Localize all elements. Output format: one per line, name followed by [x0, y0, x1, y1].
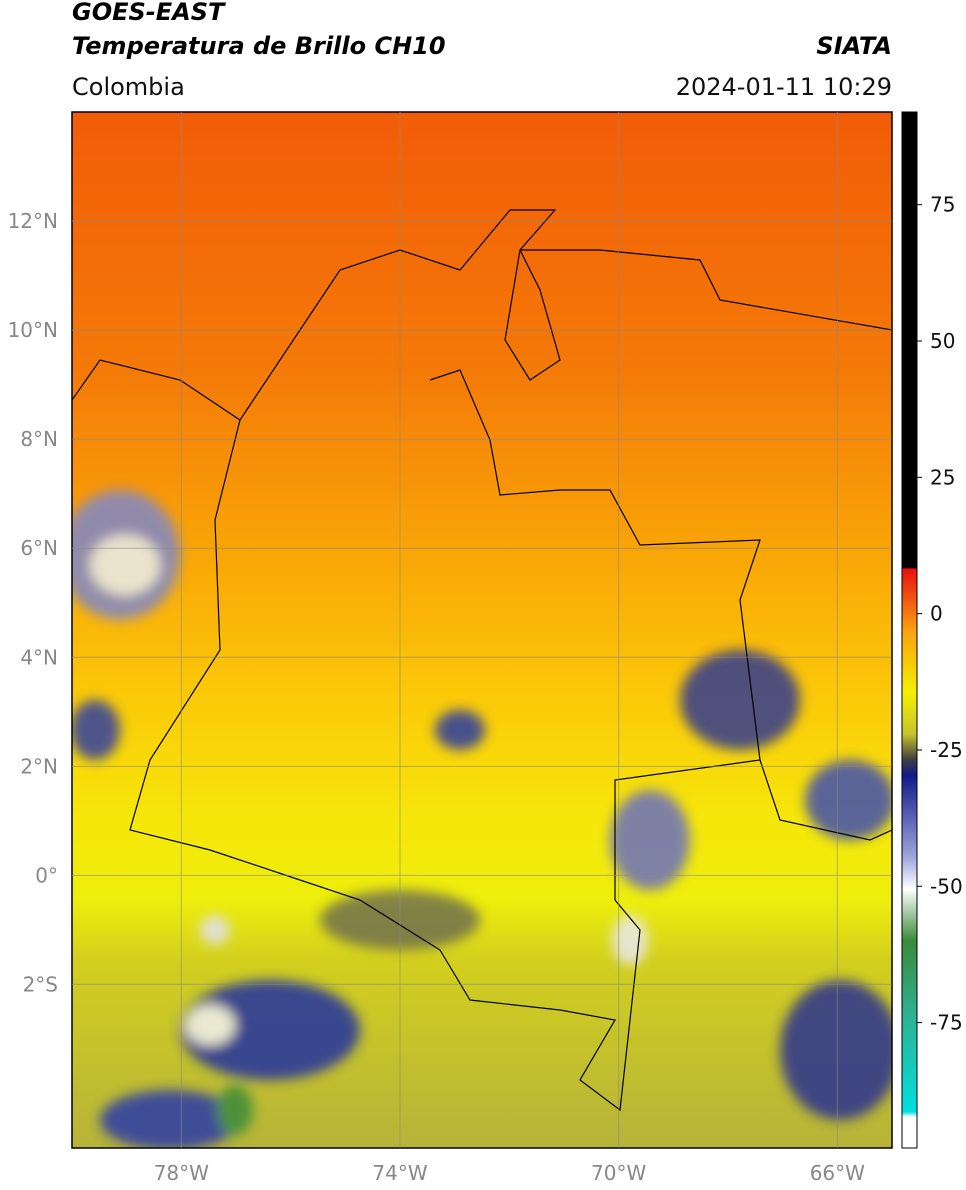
map-image [72, 112, 892, 1148]
colorbar-tick-label: -25 [930, 738, 963, 762]
lat-tick-label: 2°N [20, 754, 58, 778]
lon-tick-label: 78°W [154, 1161, 209, 1185]
colorbar-tick-label: 50 [930, 329, 955, 353]
lat-tick-label: 8°N [20, 427, 58, 451]
lat-tick-label: 12°N [8, 209, 58, 233]
colorbar-tick-label: 75 [930, 193, 955, 217]
datetime: 2024-01-11 10:29 [676, 73, 892, 101]
lat-tick-label: 10°N [8, 318, 58, 342]
lat-tick-label: 6°N [20, 536, 58, 560]
colorbar-tick-label: 25 [930, 465, 955, 489]
subtitle: Temperatura de Brillo CH10 [72, 32, 446, 60]
lat-tick-label: 4°N [20, 645, 58, 669]
lon-tick-label: 70°W [591, 1161, 646, 1185]
source: SIATA [816, 32, 892, 60]
title: GOES-EAST [72, 0, 226, 26]
colorbar-tick-label: -75 [930, 1011, 963, 1035]
colorbar-tick-label: 0 [930, 602, 943, 626]
region: Colombia [72, 73, 185, 101]
colorbar [901, 111, 918, 1149]
map-frame [71, 111, 893, 1149]
lon-tick-label: 74°W [372, 1161, 427, 1185]
colorbar-tick-label: -50 [930, 874, 963, 898]
lat-tick-label: 2°S [23, 972, 58, 996]
lon-tick-label: 66°W [810, 1161, 865, 1185]
lat-tick-label: 0° [35, 863, 58, 887]
